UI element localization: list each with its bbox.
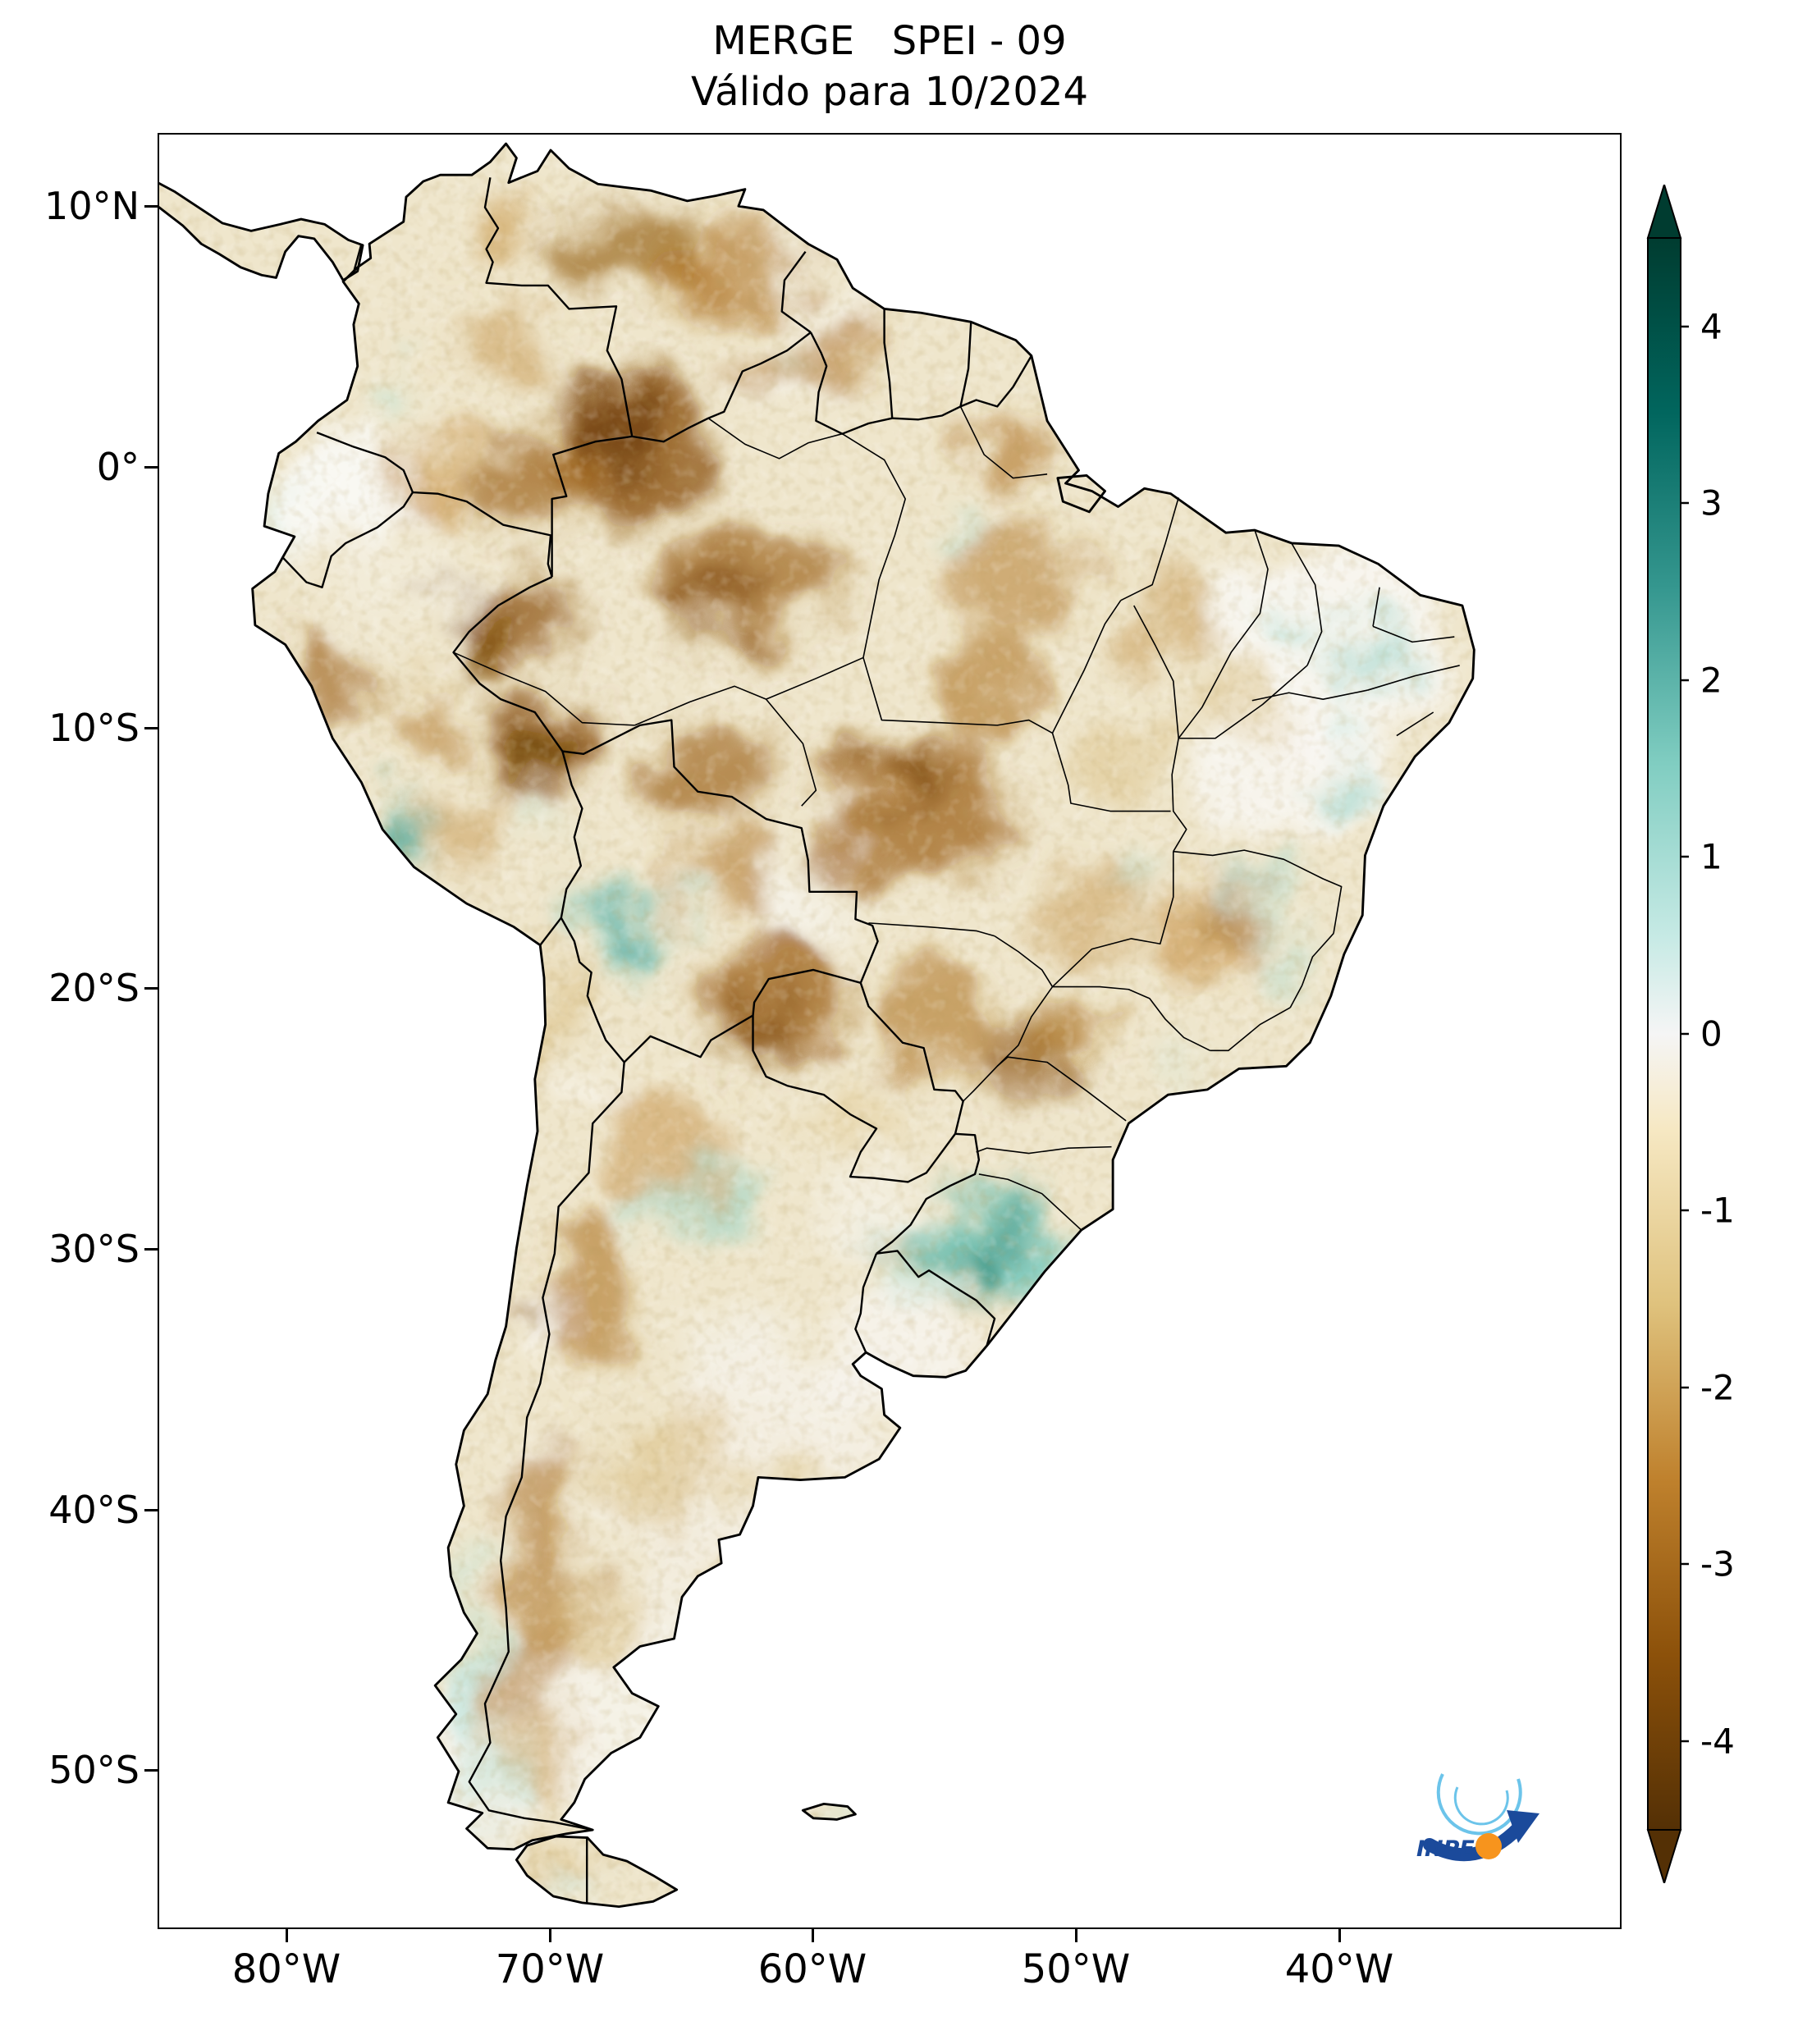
y-tick-label: 20°S <box>48 966 140 1010</box>
y-tick-label: 0° <box>96 445 140 489</box>
coastline <box>159 142 1475 1909</box>
colorbar-gradient <box>1647 237 1681 1831</box>
x-tick-label: 80°W <box>231 1946 341 1992</box>
raster-grain-light <box>159 144 1475 1907</box>
figure-title: MERGE SPEI - 09 <box>712 18 1067 64</box>
y-tick-label: 50°S <box>48 1748 140 1792</box>
y-axis-tick <box>144 205 158 208</box>
x-tick-label: 60°W <box>757 1946 867 1992</box>
colorbar-tick-label: -3 <box>1700 1543 1735 1584</box>
x-axis-tick <box>286 1929 288 1942</box>
map-canvas <box>159 142 1475 1909</box>
logo-swirl-inner <box>1453 1786 1509 1826</box>
colorbar-tick-label: 4 <box>1700 306 1723 347</box>
colorbar-tick-marks <box>1681 325 1689 1743</box>
logo-arrow-head <box>1507 1810 1540 1843</box>
logo-dot <box>1475 1833 1502 1859</box>
y-axis-tick <box>144 1769 158 1772</box>
y-axis-tick <box>144 1509 158 1511</box>
x-axis-tick <box>1338 1929 1341 1942</box>
y-axis-tick <box>144 727 158 729</box>
colorbar-tick-label: -1 <box>1700 1190 1735 1231</box>
y-axis-tick <box>144 466 158 469</box>
colorbar-tick-label: 0 <box>1700 1013 1723 1054</box>
x-tick-label: 70°W <box>495 1946 605 1992</box>
y-tick-label: 40°S <box>48 1488 140 1532</box>
colorbar-extend-bottom <box>1646 1829 1682 1883</box>
colorbar-tick-label: -4 <box>1700 1721 1735 1762</box>
state-borders <box>453 406 1460 1231</box>
colorbar <box>1646 185 1689 1883</box>
map-plot <box>158 133 1622 1929</box>
y-tick-label: 30°S <box>48 1227 140 1271</box>
x-axis-tick <box>549 1929 551 1942</box>
colorbar-extend-top <box>1646 185 1682 239</box>
logo-text: INPE <box>1416 1836 1475 1862</box>
inpe-logo: INPE <box>1416 1773 1540 1862</box>
y-tick-label: 10°N <box>44 184 140 228</box>
y-axis-tick <box>144 987 158 990</box>
x-axis-tick <box>1075 1929 1077 1942</box>
y-tick-label: 10°S <box>48 706 140 750</box>
colorbar-tick-label: -2 <box>1700 1367 1735 1408</box>
x-tick-label: 40°W <box>1284 1946 1394 1992</box>
figure-subtitle: Válido para 10/2024 <box>691 69 1088 115</box>
country-borders <box>281 177 1032 1903</box>
y-axis-tick <box>144 1248 158 1251</box>
colorbar-tick-label: 1 <box>1700 836 1723 877</box>
logo-swirl-outer <box>1436 1773 1522 1836</box>
x-axis-tick <box>812 1929 814 1942</box>
logo-arrow-shaft <box>1423 1822 1525 1862</box>
x-tick-label: 50°W <box>1021 1946 1131 1992</box>
colorbar-tick-label: 2 <box>1700 660 1723 701</box>
colorbar-tick-label: 3 <box>1700 482 1723 524</box>
spei-raster-field <box>159 144 1475 1907</box>
